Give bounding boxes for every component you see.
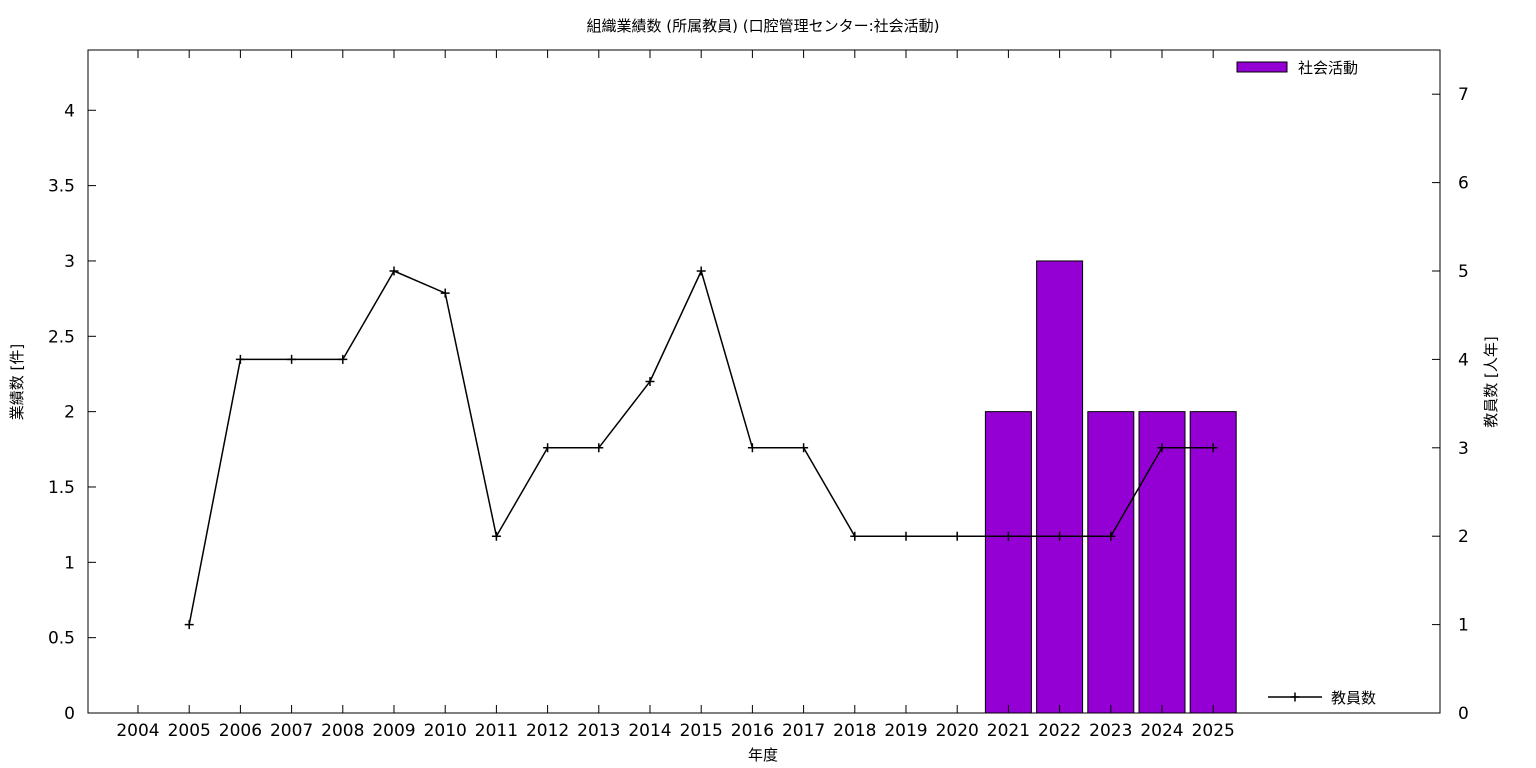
y-tick-label: 2 bbox=[64, 403, 75, 423]
chart-title: 組織業績数 (所属教員) (口腔管理センター:社会活動) bbox=[586, 17, 939, 35]
x-axis-label: 年度 bbox=[748, 746, 778, 764]
legend-bar-swatch bbox=[1236, 61, 1288, 73]
x-tick-label: 2016 bbox=[731, 721, 774, 741]
y-tick-label: 0.5 bbox=[48, 629, 75, 649]
x-tick-label: 2005 bbox=[168, 721, 211, 741]
y2-tick-label: 2 bbox=[1458, 527, 1469, 547]
x-tick-label: 2025 bbox=[1192, 721, 1235, 741]
y-tick-label: 3 bbox=[64, 252, 75, 272]
bar-2023 bbox=[1087, 411, 1135, 714]
line-point-2024 bbox=[1157, 443, 1167, 453]
y2-tick-label: 3 bbox=[1458, 439, 1469, 459]
y2-tick-label: 4 bbox=[1458, 350, 1469, 370]
line-point-2022 bbox=[1055, 531, 1065, 541]
x-tick-label: 2022 bbox=[1038, 721, 1081, 741]
x-tick-label: 2013 bbox=[577, 721, 620, 741]
x-tick-label: 2012 bbox=[526, 721, 569, 741]
x-tick-label: 2017 bbox=[782, 721, 825, 741]
line-point-2008 bbox=[338, 354, 348, 364]
bar-2021 bbox=[984, 411, 1032, 714]
x-tick-label: 2004 bbox=[116, 721, 159, 741]
x-tick-label: 2010 bbox=[424, 721, 467, 741]
y-tick-label: 4 bbox=[64, 101, 75, 121]
x-tick-label: 2021 bbox=[987, 721, 1030, 741]
x-tick-label: 2024 bbox=[1140, 721, 1183, 741]
line-point-2005 bbox=[184, 620, 194, 630]
line-point-2021 bbox=[1003, 531, 1013, 541]
line-point-2018 bbox=[850, 531, 860, 541]
legend-line-label: 教員数 bbox=[1331, 689, 1376, 707]
x-tick-label: 2015 bbox=[680, 721, 723, 741]
line-point-2015 bbox=[696, 266, 706, 276]
bar-series bbox=[984, 260, 1237, 714]
line-point-2023 bbox=[1106, 531, 1116, 541]
y2-tick-label: 1 bbox=[1458, 616, 1469, 636]
line-point-2017 bbox=[799, 443, 809, 453]
x-tick-label: 2014 bbox=[628, 721, 671, 741]
line-series bbox=[184, 266, 1218, 630]
y-axis-left: 0 0.5 1 1.5 2 2.5 3 3.5 4 bbox=[48, 101, 96, 724]
bar-2024 bbox=[1138, 411, 1186, 714]
legend-line-marker bbox=[1290, 692, 1300, 702]
legend-bar-label: 社会活動 bbox=[1298, 59, 1358, 77]
y-tick-label: 2.5 bbox=[48, 327, 75, 347]
x-tick-label: 2009 bbox=[372, 721, 415, 741]
bar-2025 bbox=[1189, 411, 1237, 714]
x-tick-label: 2020 bbox=[936, 721, 979, 741]
legend-bar-series: 社会活動 bbox=[1236, 59, 1358, 77]
x-tick-label: 2023 bbox=[1089, 721, 1132, 741]
x-tick-label: 2018 bbox=[833, 721, 876, 741]
y2-tick-label: 6 bbox=[1458, 174, 1469, 194]
y2-tick-label: 0 bbox=[1458, 704, 1469, 724]
y-axis-label: 業績数 [件] bbox=[8, 344, 26, 420]
x-axis: 2004 2005 2006 2007 2008 2009 2010 2011 2012 2013… bbox=[116, 50, 1235, 741]
line-point-2019 bbox=[901, 531, 911, 541]
line-point-2006 bbox=[235, 354, 245, 364]
line-point-2020 bbox=[952, 531, 962, 541]
line-point-2025 bbox=[1208, 443, 1218, 453]
x-tick-label: 2008 bbox=[321, 721, 364, 741]
line-point-2011 bbox=[491, 531, 501, 541]
y-tick-label: 3.5 bbox=[48, 177, 75, 197]
plot-frame bbox=[87, 49, 1441, 714]
y2-tick-label: 7 bbox=[1458, 85, 1469, 105]
y-axis-right: 0 1 2 3 4 5 6 7 bbox=[1432, 85, 1469, 724]
x-tick-label: 2011 bbox=[475, 721, 518, 741]
y2-axis-label: 教員数 [人年] bbox=[1482, 336, 1500, 427]
line-point-2010 bbox=[440, 288, 450, 298]
x-tick-label: 2007 bbox=[270, 721, 313, 741]
x-tick-label: 2019 bbox=[884, 721, 927, 741]
x-tick-label: 2006 bbox=[219, 721, 262, 741]
bar-2022 bbox=[1036, 260, 1084, 714]
line-point-2007 bbox=[287, 354, 297, 364]
line-point-2014 bbox=[645, 377, 655, 386]
y2-tick-label: 5 bbox=[1458, 262, 1469, 282]
legend-line-series: 教員数 bbox=[1268, 689, 1376, 707]
y-tick-label: 1 bbox=[64, 553, 75, 573]
y-tick-label: 1.5 bbox=[48, 478, 75, 498]
line-point-2013 bbox=[594, 443, 604, 453]
line-point-2016 bbox=[747, 443, 757, 453]
y-tick-label: 0 bbox=[64, 704, 75, 724]
line-point-2012 bbox=[543, 443, 553, 453]
line-point-2009 bbox=[389, 266, 399, 276]
